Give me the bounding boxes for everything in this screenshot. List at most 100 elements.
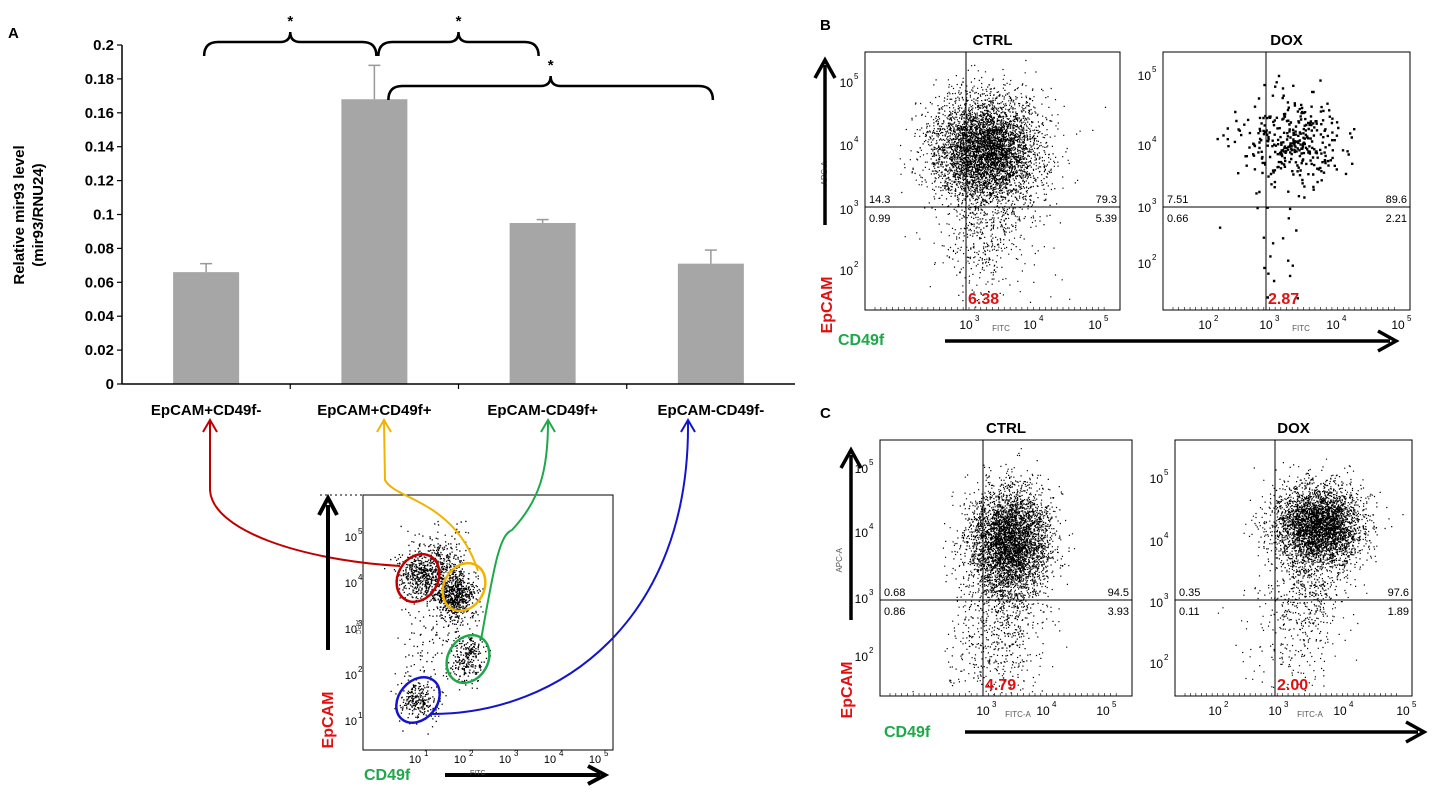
gate-epcam-neg-cd49f-neg [395, 676, 441, 724]
y-tick-label: 0.1 [93, 207, 114, 224]
error-bars [200, 64, 717, 273]
y-tick: 10 [855, 526, 869, 540]
gating-y-tick-exp: 1 [358, 711, 363, 720]
gating-x-tick-exp: 1 [424, 749, 429, 758]
y-tick-exp: 4 [1152, 135, 1157, 144]
significance-star: * [456, 13, 462, 30]
x-axis-param: FITC-A [1005, 710, 1031, 719]
x-category-label: EpCAM-CD49f- [658, 402, 765, 419]
y-tick-label: 0.18 [85, 71, 114, 88]
x-tick: 10 [1088, 318, 1102, 332]
y-tick: 10 [1138, 139, 1152, 153]
b-x-arrowhead [1377, 329, 1400, 353]
x-tick-exp: 5 [1407, 314, 1412, 323]
quadrant-ul: 0.68 [884, 587, 905, 599]
x-tick: 10 [1023, 318, 1037, 332]
x-tick-exp: 3 [992, 700, 997, 709]
gating-y-tick-exp: 5 [358, 527, 363, 536]
x-tick: 10 [1391, 318, 1405, 332]
arrowhead-red [202, 418, 218, 433]
y-tick-label: 0.12 [85, 173, 114, 190]
highlight-value: 2.87 [1268, 291, 1299, 308]
gating-x-arrowhead [587, 764, 610, 786]
quadrant-ur: 97.6 [1388, 587, 1409, 599]
gate-epcam-pos-cd49f-neg [395, 552, 441, 604]
b-x-marker: CD49f [838, 332, 885, 349]
x-tick-exp: 4 [1052, 700, 1057, 709]
bar-chart: 00.020.040.060.080.10.120.140.160.180.2 … [11, 13, 795, 419]
y-tick: 10 [1150, 472, 1164, 486]
y-tick-exp: 2 [1152, 253, 1157, 262]
y-tick-label: 0 [106, 376, 114, 393]
gating-plot-frame [362, 494, 614, 751]
highlight-value: 2.00 [1277, 677, 1308, 694]
x-tick-exp: 5 [1412, 700, 1417, 709]
y-tick-label: 0.02 [85, 342, 114, 359]
y-tick-exp: 2 [854, 260, 859, 269]
x-tick-exp: 4 [1342, 314, 1347, 323]
y-tick-label: 0.04 [85, 308, 115, 325]
x-category-label: EpCAM+CD49f- [151, 402, 261, 419]
c-x-marker: CD49f [884, 724, 931, 741]
gating-y-arrowhead [317, 493, 339, 516]
gating-y-tick-exp: 2 [358, 665, 363, 674]
y-tick-exp: 5 [1164, 468, 1169, 477]
gating-x-tick: 10 [454, 754, 466, 766]
significance-brace [377, 31, 540, 57]
gating-y-tick: 10 [345, 532, 357, 544]
x-tick-exp: 3 [1275, 314, 1280, 323]
y-tick-exp: 4 [854, 135, 859, 144]
bar [173, 272, 240, 384]
y-tick-label: 0.2 [93, 37, 114, 54]
x-tick-exp: 5 [1112, 700, 1117, 709]
gating-x-axis-small: FITC [470, 770, 486, 777]
gating-x-tick: 10 [409, 754, 421, 766]
gating-y-label: EpCAM [320, 692, 337, 749]
quadrant-lr: 1.89 [1388, 606, 1409, 618]
connector-yellow [383, 421, 479, 572]
y-axis-param: APC-A [835, 547, 844, 572]
plot-title: CTRL [986, 420, 1026, 437]
gating-y-tick: 10 [345, 670, 357, 682]
quadrant-ll: 0.11 [1179, 606, 1200, 618]
connector-arrowhead-green [540, 418, 556, 433]
x-tick-exp: 2 [1214, 314, 1219, 323]
arrowhead-yellow [376, 418, 392, 433]
x-tick-exp: 4 [1349, 700, 1354, 709]
y-tick-exp: 3 [1152, 197, 1157, 206]
gating-x-tick: 10 [589, 754, 601, 766]
y-tick-exp: 3 [854, 199, 859, 208]
quadrant-ll: 0.66 [1167, 213, 1188, 225]
y-tick-exp: 5 [1152, 65, 1157, 74]
significance-star: * [287, 13, 293, 30]
y-tick-label: 0.14 [85, 139, 115, 156]
y-tick-exp: 2 [869, 646, 874, 655]
x-axis-param: FITC-A [1297, 710, 1323, 719]
x-tick: 10 [1036, 704, 1050, 718]
x-tick: 10 [1259, 318, 1273, 332]
connector-red [209, 422, 401, 567]
y-tick: 10 [1150, 596, 1164, 610]
y-tick-exp: 3 [1164, 592, 1169, 601]
arrowhead-blue [680, 418, 696, 433]
connector-green [480, 421, 549, 641]
gating-x-label: CD49f [364, 767, 411, 784]
y-tick-labels: 0 0.02 0.04 0.06 0.08 0.1 0.12 0.14 0.16 0.18 0.2 [85, 37, 122, 393]
x-tick: 10 [1268, 704, 1282, 718]
y-tick: 10 [1138, 257, 1152, 271]
quadrant-ll: 0.86 [884, 606, 905, 618]
gating-x-tick-exp: 3 [514, 749, 519, 758]
x-axis-param: FITC [1292, 324, 1310, 333]
y-tick: 10 [855, 462, 869, 476]
y-tick-exp: 3 [869, 588, 874, 597]
panel-label-c: C [820, 405, 831, 422]
panel-label-a: A [8, 25, 19, 42]
bar [341, 99, 408, 385]
y-tick: 10 [855, 592, 869, 606]
y-tick: 10 [855, 650, 869, 664]
quadrant-ul: 0.35 [1179, 587, 1200, 599]
